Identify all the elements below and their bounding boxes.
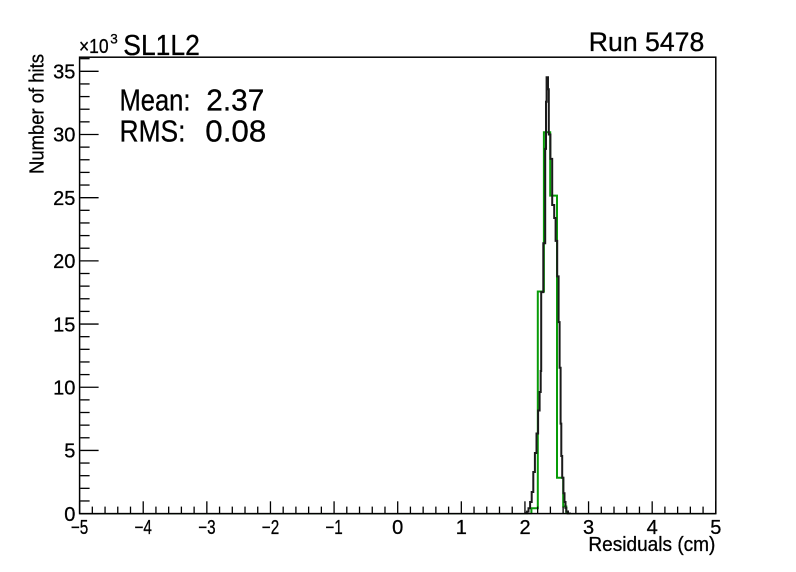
svg-text:2: 2	[519, 517, 530, 539]
svg-text:35: 35	[53, 62, 75, 84]
svg-text:×10: ×10	[79, 36, 109, 58]
svg-text:SL1L2: SL1L2	[123, 30, 200, 62]
svg-text:0: 0	[64, 504, 75, 526]
svg-text:25: 25	[53, 188, 75, 210]
svg-text:5: 5	[64, 441, 75, 463]
svg-text:0: 0	[392, 517, 403, 539]
svg-text:Mean:: Mean:	[120, 83, 191, 118]
svg-text:2.37: 2.37	[206, 83, 264, 118]
svg-text:−3: −3	[198, 517, 215, 539]
svg-text:0.08: 0.08	[205, 114, 266, 149]
svg-text:15: 15	[53, 314, 75, 336]
svg-text:Run 5478: Run 5478	[589, 27, 705, 57]
svg-text:−1: −1	[325, 517, 342, 539]
svg-text:Residuals (cm): Residuals (cm)	[588, 534, 715, 556]
svg-text:4: 4	[647, 517, 658, 539]
svg-text:30: 30	[53, 125, 75, 147]
svg-text:−5: −5	[71, 517, 88, 539]
svg-text:5: 5	[710, 517, 721, 539]
svg-text:20: 20	[53, 251, 75, 273]
svg-text:RMS:: RMS:	[120, 114, 186, 149]
svg-text:Number of hits: Number of hits	[26, 54, 48, 174]
svg-text:10: 10	[53, 378, 75, 400]
svg-text:3: 3	[110, 32, 118, 47]
svg-text:−2: −2	[262, 517, 279, 539]
svg-text:−4: −4	[135, 517, 152, 539]
svg-text:1: 1	[456, 517, 467, 539]
svg-text:3: 3	[583, 517, 594, 539]
